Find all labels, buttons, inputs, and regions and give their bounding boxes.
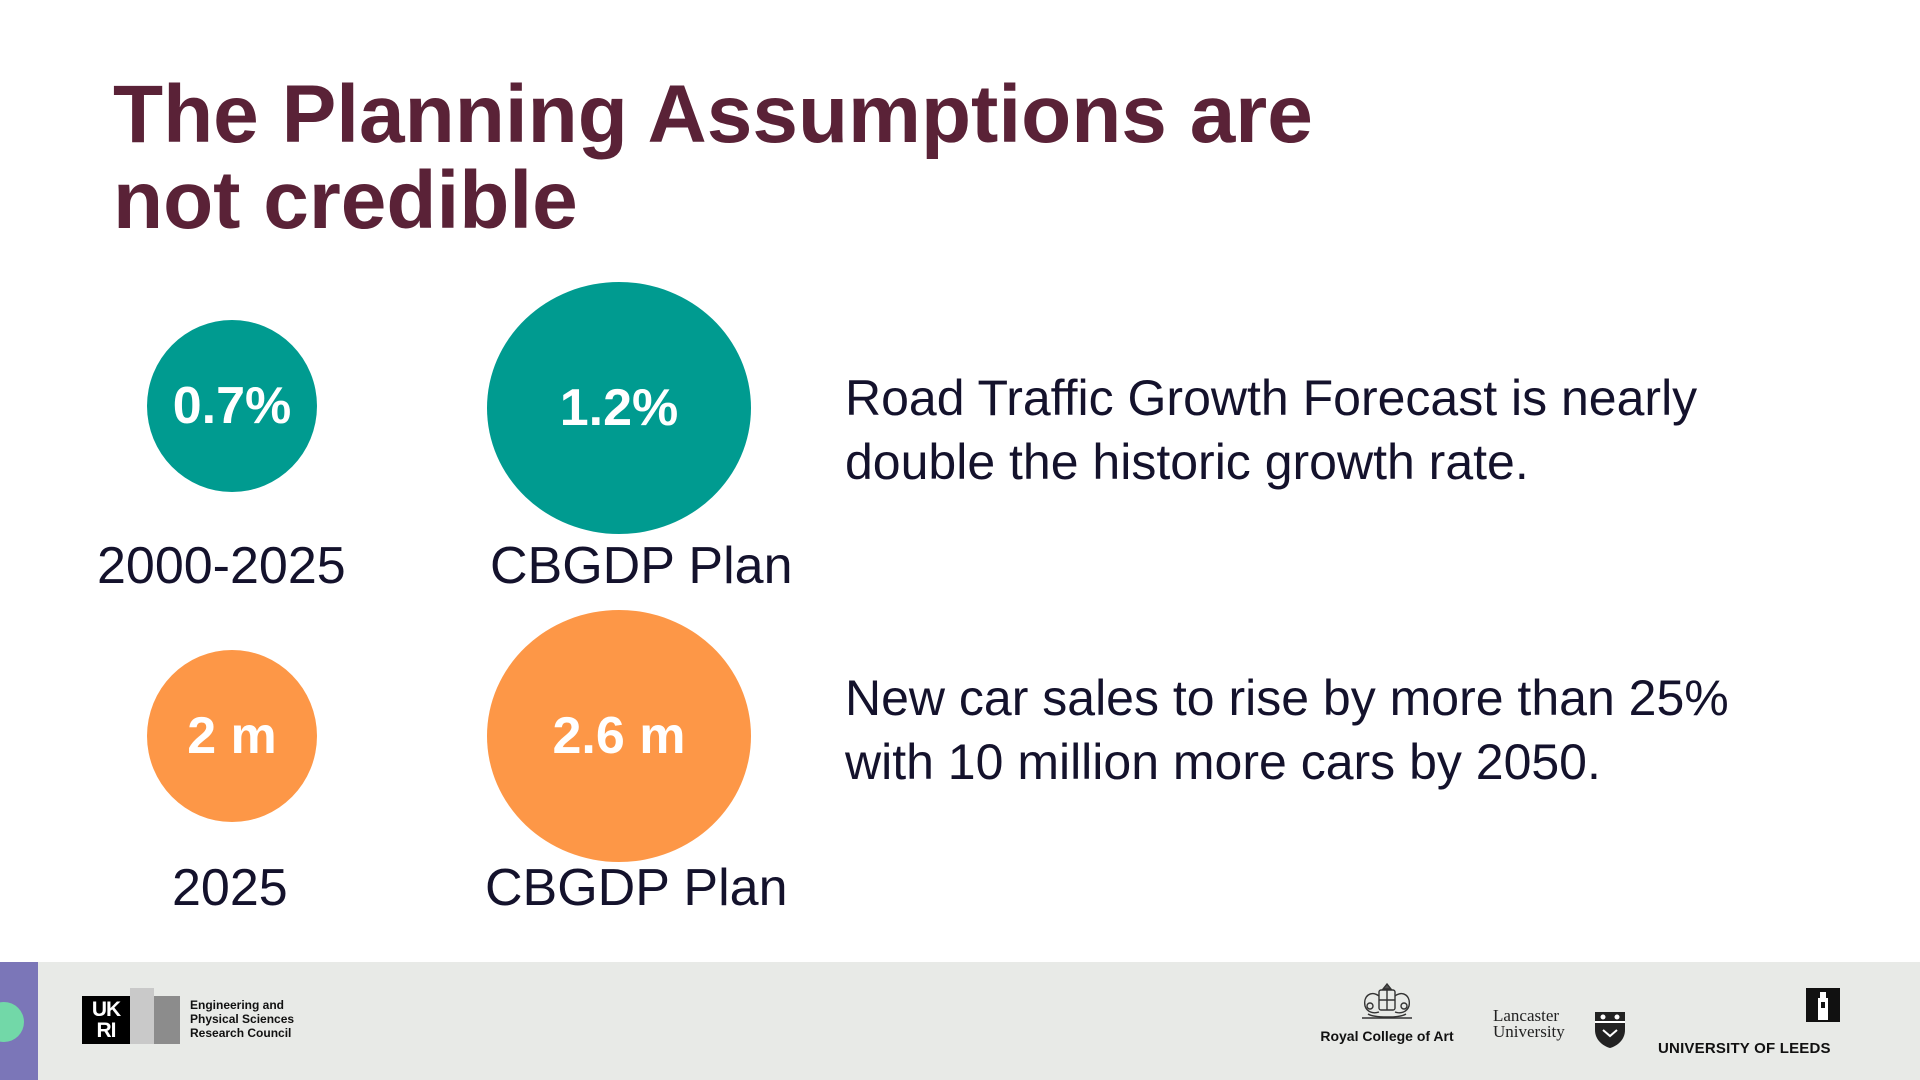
historic-traffic-growth-value: 0.7% — [172, 377, 292, 435]
historic-traffic-growth-bubble: 0.7% — [147, 320, 317, 492]
traffic-statement: Road Traffic Growth Forecast is nearly d… — [845, 366, 1845, 494]
footer-accent-dot — [0, 1002, 24, 1042]
historic-traffic-growth-label: 2000-2025 — [97, 537, 346, 595]
leeds-tower-icon — [1806, 988, 1840, 1022]
current-car-sales-value: 2 m — [187, 707, 277, 765]
car-sales-statement-line-2: with 10 million more cars by 2050. — [845, 734, 1601, 790]
lancaster-logo: Lancaster University — [1493, 1006, 1633, 1058]
epsrc-name-line-1: Engineering and — [190, 998, 285, 1012]
rca-crest-icon — [1362, 982, 1412, 1019]
slide-title-line-2: not credible — [113, 155, 578, 246]
plan-car-sales-label: CBGDP Plan — [485, 859, 788, 917]
ukri-logo-block-light — [130, 988, 154, 1044]
leeds-logo: UNIVERSITY OF LEEDS — [1658, 988, 1848, 1057]
traffic-statement-line-1: Road Traffic Growth Forecast is nearly — [845, 370, 1698, 426]
plan-car-sales-value: 2.6 m — [552, 707, 686, 765]
lancaster-wordmark: Lancaster University — [1493, 1006, 1565, 1041]
epsrc-name-line-2: Physical Sciences — [190, 1012, 295, 1026]
current-car-sales-label: 2025 — [172, 859, 288, 917]
footer-bar: UK RI Engineering and Physical Sciences … — [0, 962, 1920, 1080]
lancaster-shield-icon — [1595, 1012, 1625, 1048]
epsrc-name-line-3: Research Council — [190, 1026, 292, 1040]
plan-traffic-growth-value: 1.2% — [559, 379, 679, 437]
lancaster-wordmark-line-2: University — [1493, 1022, 1565, 1041]
current-car-sales-bubble: 2 m — [147, 650, 317, 822]
ukri-logo-block-dark — [154, 996, 180, 1044]
lancaster-wordmark-line-1: Lancaster — [1493, 1006, 1560, 1025]
traffic-statement-line-2: double the historic growth rate. — [845, 434, 1529, 490]
rca-logo: Royal College of Art — [1312, 978, 1462, 1068]
plan-traffic-growth-label: CBGDP Plan — [490, 537, 793, 595]
car-sales-statement: New car sales to rise by more than 25% w… — [845, 666, 1845, 794]
footer-accent-stripe — [0, 962, 38, 1080]
plan-car-sales-bubble: 2.6 m — [487, 610, 751, 862]
slide-title-line-1: The Planning Assumptions are — [113, 69, 1313, 160]
epsrc-name: Engineering and Physical Sciences Resear… — [190, 998, 330, 1040]
slide-title: The Planning Assumptions are not credibl… — [113, 72, 1413, 244]
rca-label: Royal College of Art — [1320, 1028, 1454, 1044]
ukri-logo-line-1: UK — [91, 998, 121, 1021]
ukri-logo-line-2: RI — [96, 1019, 117, 1042]
ukri-logo: UK RI — [82, 996, 130, 1044]
car-sales-statement-line-1: New car sales to rise by more than 25% — [845, 670, 1729, 726]
leeds-label: UNIVERSITY OF LEEDS — [1658, 1040, 1831, 1057]
plan-traffic-growth-bubble: 1.2% — [487, 282, 751, 534]
